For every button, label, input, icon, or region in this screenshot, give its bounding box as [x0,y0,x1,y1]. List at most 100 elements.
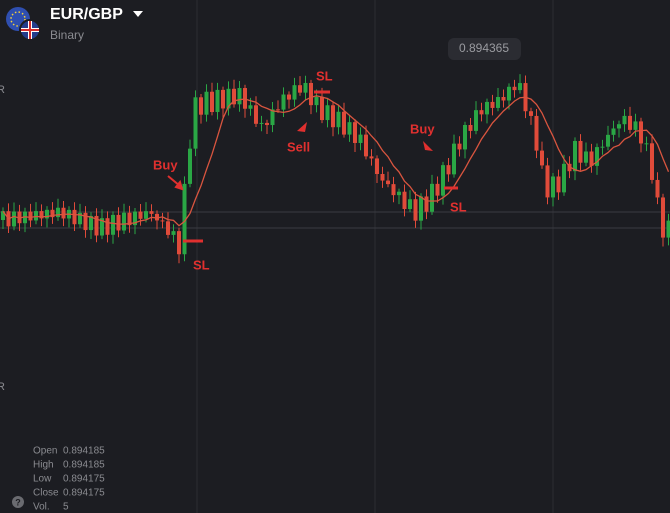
candle-body [419,196,423,221]
candle-body [232,88,236,105]
ohlc-label: Close [33,488,59,499]
candle-body [177,231,181,255]
candle-body [303,82,308,93]
candle-body [391,184,396,196]
annotation: SL [450,199,467,214]
candle-body [72,209,77,225]
candle-body [397,191,401,196]
candle-body [39,211,44,219]
candle-body [639,121,643,144]
candle-body [342,111,346,135]
candle-body [347,122,352,135]
candle-body [452,143,456,175]
annotation: Buy [153,157,178,172]
candle-body [199,97,203,115]
candle-body [573,140,577,172]
axis-fragment: R [0,84,5,96]
candle-body [633,121,638,130]
candle-body [562,163,566,193]
candle-body [182,183,187,255]
ohlc-label: Low [33,474,52,485]
candle-body [408,199,412,209]
annotation: SL [193,257,210,272]
arrow [167,175,184,191]
candle-body [650,143,654,180]
candle-body [105,218,110,235]
annotation: Sell [287,139,310,154]
candle-body [166,221,170,235]
candle-body [314,96,319,106]
candle-body [529,111,533,116]
candle-body [479,110,484,115]
candle-body [160,220,165,222]
candle-body [551,176,555,198]
candle-body [45,209,49,219]
title[interactable]: EUR/GBP [50,6,123,23]
candle-body [34,211,38,221]
candle-body [248,105,253,109]
candle-body [331,105,335,128]
candle-body [496,97,500,108]
ohlc-value: 0.894175 [63,488,105,499]
candle-body [540,150,544,166]
candle-body [474,110,478,131]
candle-body [584,151,588,163]
candle-body [435,183,440,196]
candle-body [490,101,495,108]
candle-body [50,209,55,218]
candle-body [369,156,374,159]
axis-fragment: R [0,381,5,393]
candle-body [507,86,511,101]
candle-body [589,151,594,166]
candle-body [617,124,621,129]
help-icon-glyph: ? [15,497,21,507]
candle-body [567,163,572,172]
arrow [423,141,433,151]
candle-body [661,197,665,238]
candle-body [628,115,632,130]
candle-body [144,211,148,219]
candle-body [83,212,88,231]
candle-body [94,215,99,236]
candle-body [89,215,93,231]
candle-body [595,147,599,166]
ohlc-label: Vol. [33,502,50,513]
subtitle: Binary [50,28,84,42]
candle-body [666,220,670,238]
candle-body [413,199,418,221]
candle-body [265,122,269,126]
candle-body [204,91,209,115]
candle-body [556,176,561,193]
candle-body [485,101,489,115]
arrow [297,122,307,132]
candle-body [281,94,286,110]
candle-body [468,124,473,131]
help-icon[interactable] [12,496,24,508]
dropdown-caret[interactable] [133,11,143,17]
ohlc-panel: Open 0.894185 High 0.894185 Low 0.894175 Close… [33,446,105,513]
candle-body [138,211,143,219]
moving-average [2,95,670,227]
candle-body [298,85,302,93]
candle-body [578,140,583,163]
candle-body [221,89,225,109]
candle-body [127,212,132,226]
candle-body [12,211,16,227]
candle-body [512,86,517,91]
candle-body [622,115,627,125]
candle-body [17,211,22,224]
candle-body [424,196,429,212]
ohlc-label: Open [33,446,57,457]
candle-body [655,179,660,198]
candle-body [430,183,434,212]
candle-body [111,214,115,235]
candle-body [518,83,522,91]
candle-body [380,174,385,181]
candle-body [287,94,291,100]
candle-body [270,109,275,126]
candle-body [100,218,104,236]
candle-body [358,134,363,143]
candle-body [61,207,66,219]
candle-body [353,122,357,143]
